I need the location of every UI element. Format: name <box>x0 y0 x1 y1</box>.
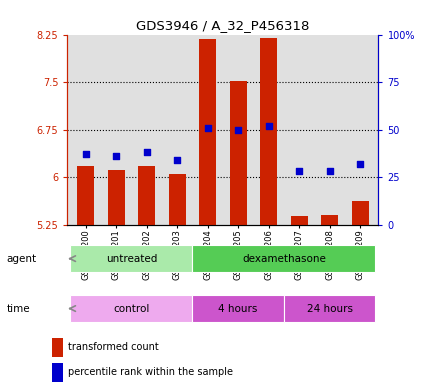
Bar <box>290 217 307 225</box>
Bar <box>321 215 337 225</box>
Point <box>173 157 180 163</box>
Bar <box>77 166 94 225</box>
Text: percentile rank within the sample: percentile rank within the sample <box>68 367 233 377</box>
Point <box>326 168 332 174</box>
Text: dexamethasone: dexamethasone <box>241 253 325 264</box>
Title: GDS3946 / A_32_P456318: GDS3946 / A_32_P456318 <box>136 19 309 32</box>
Text: time: time <box>7 303 30 314</box>
Bar <box>351 201 368 225</box>
Bar <box>283 295 375 322</box>
Bar <box>52 338 63 356</box>
Bar <box>70 295 192 322</box>
Point <box>82 151 89 157</box>
Bar <box>70 245 192 272</box>
Point <box>295 168 302 174</box>
Point <box>356 161 363 167</box>
Text: untreated: untreated <box>105 253 157 264</box>
Text: control: control <box>113 303 149 314</box>
Point <box>265 123 272 129</box>
Bar <box>108 169 124 225</box>
Bar <box>138 166 155 225</box>
Text: 4 hours: 4 hours <box>218 303 257 314</box>
Bar <box>52 362 63 382</box>
Bar <box>199 39 216 225</box>
Text: transformed count: transformed count <box>68 342 158 352</box>
Point <box>143 149 150 156</box>
Point <box>204 125 210 131</box>
Bar <box>229 81 246 225</box>
Bar <box>260 38 276 225</box>
Bar <box>192 295 283 322</box>
Point <box>234 127 241 133</box>
Text: 24 hours: 24 hours <box>306 303 352 314</box>
Point <box>112 153 119 159</box>
Bar <box>168 174 185 225</box>
Bar <box>192 245 375 272</box>
Text: agent: agent <box>7 253 36 264</box>
